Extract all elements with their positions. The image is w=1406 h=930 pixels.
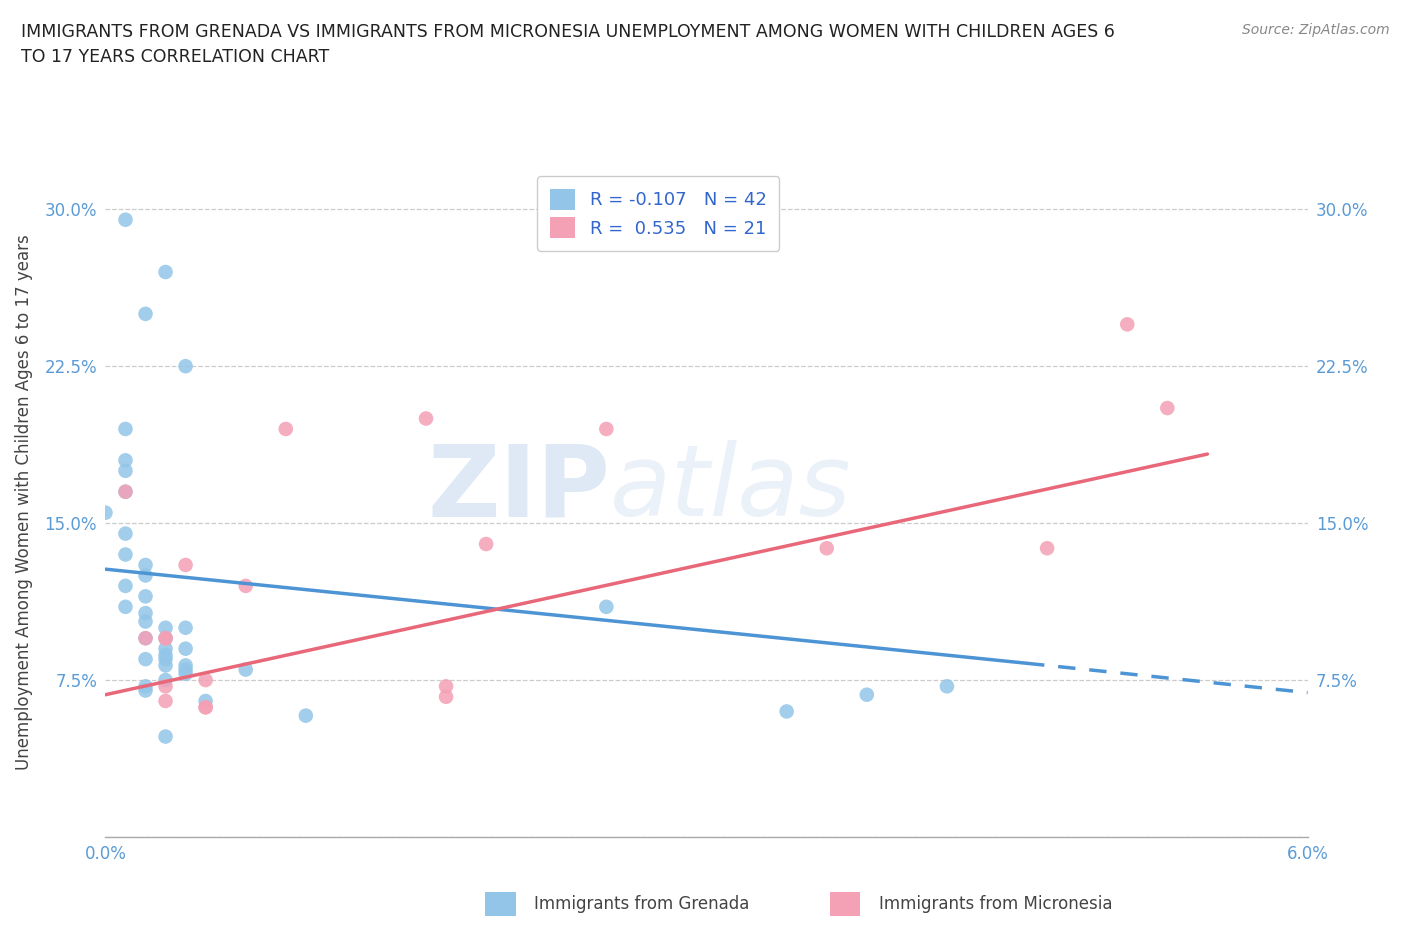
Point (194, 694, 217, 709)
Point (174, 667, 197, 682)
Point (434, 679, 457, 694)
Point (155, 642, 177, 657)
Point (155, 620, 177, 635)
Point (475, 537, 498, 551)
Point (155, 729, 177, 744)
Text: ZIP: ZIP (427, 440, 610, 538)
Point (776, 704, 799, 719)
Text: Immigrants from Micronesia: Immigrants from Micronesia (879, 895, 1112, 913)
Point (155, 679, 177, 694)
Point (174, 359, 197, 374)
Point (815, 541, 838, 556)
Point (135, 614, 157, 629)
Point (114, 578, 136, 593)
Point (114, 421, 136, 436)
Point (155, 672, 177, 687)
Point (94, 505, 117, 520)
Point (135, 652, 157, 667)
Point (135, 568, 157, 583)
Point (174, 662, 197, 677)
Text: atlas: atlas (610, 440, 852, 538)
Point (155, 265, 177, 280)
Point (114, 453, 136, 468)
Text: Source: ZipAtlas.com: Source: ZipAtlas.com (1241, 23, 1389, 37)
Point (194, 700, 217, 715)
Point (194, 672, 217, 687)
Point (295, 709, 318, 724)
Point (174, 620, 197, 635)
Point (114, 526, 136, 541)
Point (415, 411, 437, 426)
Point (155, 647, 177, 662)
Point (135, 631, 157, 645)
Point (155, 631, 177, 645)
Point (194, 700, 217, 715)
Point (155, 631, 177, 645)
Point (155, 658, 177, 673)
Point (1156, 401, 1178, 416)
Point (114, 463, 136, 478)
Point (1036, 541, 1059, 556)
Point (155, 652, 177, 667)
Point (174, 558, 197, 573)
Point (114, 212, 136, 227)
Point (114, 547, 136, 562)
Point (274, 421, 297, 436)
Point (235, 662, 257, 677)
Text: IMMIGRANTS FROM GRENADA VS IMMIGRANTS FROM MICRONESIA UNEMPLOYMENT AMONG WOMEN W: IMMIGRANTS FROM GRENADA VS IMMIGRANTS FR… (21, 23, 1115, 66)
Point (135, 307, 157, 322)
Point (855, 687, 877, 702)
Point (114, 485, 136, 499)
Point (114, 485, 136, 499)
Point (595, 421, 617, 436)
Text: Immigrants from Grenada: Immigrants from Grenada (534, 895, 749, 913)
Point (155, 631, 177, 645)
Point (235, 578, 257, 593)
Point (135, 589, 157, 604)
Point (174, 642, 197, 657)
Point (1116, 317, 1139, 332)
Point (135, 679, 157, 694)
Point (434, 689, 457, 704)
Point (936, 679, 959, 694)
Point (135, 558, 157, 573)
Point (135, 605, 157, 620)
Point (174, 658, 197, 673)
Legend: R = -0.107   N = 42, R =  0.535   N = 21: R = -0.107 N = 42, R = 0.535 N = 21 (537, 177, 779, 251)
Point (595, 600, 617, 615)
Point (155, 694, 177, 709)
Point (114, 600, 136, 615)
Y-axis label: Unemployment Among Women with Children Ages 6 to 17 years: Unemployment Among Women with Children A… (15, 234, 34, 770)
Point (135, 683, 157, 698)
Point (135, 631, 157, 645)
